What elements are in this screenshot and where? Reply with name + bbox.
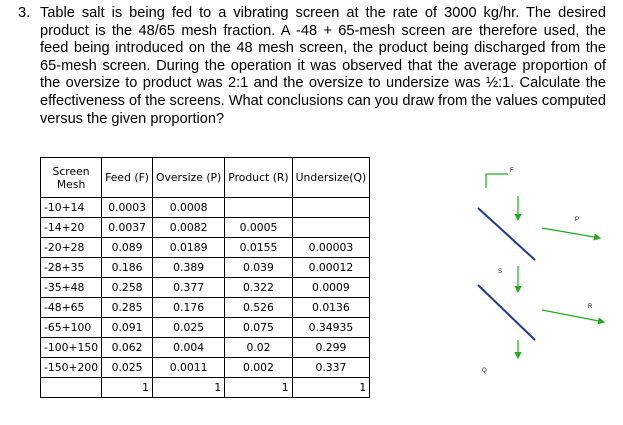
table-cell-mesh: -28+35 (39, 257, 103, 278)
table-cell-mesh: -65+100 (39, 317, 103, 338)
oversize-arrow (541, 227, 602, 241)
sieve-analysis-table: Screen Mesh Feed (F) Oversize (P) Produc… (39, 157, 371, 398)
table-cell-undersize: 0.337 (291, 357, 371, 378)
table-cell-feed: 0.0003 (101, 197, 153, 218)
table-cell-product: 0.526 (224, 297, 293, 318)
table-row: -150+200 0.025 0.0011 0.002 0.337 (39, 357, 371, 378)
table-cell-feed: 0.062 (101, 337, 153, 358)
table-cell-product: 0.0005 (224, 217, 293, 238)
table-cell-undersize: 0.00003 (291, 237, 371, 258)
table-header-row: Screen Mesh Feed (F) Oversize (P) Produc… (39, 157, 371, 198)
table-cell-mesh: -20+28 (39, 237, 103, 258)
header-mesh-line2: Mesh (56, 177, 86, 191)
table-cell-product: 0.075 (224, 317, 293, 338)
table-row: -100+150 0.062 0.004 0.02 0.299 (39, 337, 371, 358)
table-cell-undersize (291, 217, 371, 238)
problem-text: Table salt is being fed to a vibrating s… (40, 5, 606, 127)
label-undersize: Q (482, 368, 487, 374)
label-feed: F (510, 168, 514, 174)
table-cell-mesh: -150+200 (39, 357, 103, 378)
table-cell-product: 0.02 (224, 337, 293, 358)
lower-screen (477, 284, 536, 341)
table-cell-oversize: 0.389 (151, 257, 226, 278)
table-total-undersize: 1 (291, 377, 371, 398)
header-feed: Feed (F) (101, 157, 153, 198)
label-s: S (498, 269, 502, 275)
table-cell-product: 0.322 (224, 277, 293, 298)
table-total-oversize: 1 (151, 377, 226, 398)
problem-number: 3. (18, 5, 31, 21)
table-cell-mesh: -100+150 (39, 337, 103, 358)
header-undersize: Undersize(Q) (291, 157, 371, 198)
table-cell-feed: 0.025 (101, 357, 153, 378)
table-cell-oversize: 0.0189 (151, 237, 226, 258)
table-cell-oversize: 0.025 (151, 317, 226, 338)
table-cell-undersize: 0.299 (291, 337, 371, 358)
table-cell-product (224, 197, 293, 218)
table-total-product: 1 (224, 377, 293, 398)
table-cell-feed: 0.091 (101, 317, 153, 338)
header-oversize: Oversize (P) (151, 157, 226, 198)
table-total-mesh (39, 377, 103, 398)
table-row: -65+100 0.091 0.025 0.075 0.34935 (39, 317, 371, 338)
header-product: Product (R) (224, 157, 293, 198)
label-oversize: P (575, 217, 579, 223)
header-mesh-line1: Screen (52, 164, 90, 178)
table-cell-product: 0.039 (224, 257, 293, 278)
table-row: -14+20 0.0037 0.0082 0.0005 (39, 217, 371, 238)
table-row: -48+65 0.285 0.176 0.526 0.0136 (39, 297, 371, 318)
table-cell-feed: 0.089 (101, 237, 153, 258)
feed-arrow (485, 173, 508, 188)
table-row: -35+48 0.258 0.377 0.322 0.0009 (39, 277, 371, 298)
table-cell-product: 0.002 (224, 357, 293, 378)
table-cell-mesh: -48+65 (39, 297, 103, 318)
table-cell-feed: 0.258 (101, 277, 153, 298)
table-cell-oversize: 0.176 (151, 297, 226, 318)
table-cell-oversize: 0.0082 (151, 217, 226, 238)
header-screen-mesh: Screen Mesh (39, 157, 103, 198)
screen-diagram: F P S R Q (477, 168, 606, 374)
table-cell-feed: 0.186 (101, 257, 153, 278)
table-row: -28+35 0.186 0.389 0.039 0.00012 (39, 257, 371, 278)
table-row: -20+28 0.089 0.0189 0.0155 0.00003 (39, 237, 371, 258)
table-cell-oversize: 0.0011 (151, 357, 226, 378)
table-cell-mesh: -10+14 (39, 197, 103, 218)
table-cell-mesh: -35+48 (39, 277, 103, 298)
table-cell-mesh: -14+20 (39, 217, 103, 238)
table-cell-undersize: 0.0136 (291, 297, 371, 318)
table-cell-oversize: 0.377 (151, 277, 226, 298)
table-cell-undersize: 0.00012 (291, 257, 371, 278)
table-cell-undersize: 0.34935 (291, 317, 371, 338)
table-total-feed: 1 (101, 377, 153, 398)
table-cell-oversize: 0.004 (151, 337, 226, 358)
table-row: -10+14 0.0003 0.0008 (39, 197, 371, 218)
label-product: R (588, 304, 593, 310)
table-cell-feed: 0.0037 (101, 217, 153, 238)
table-cell-product: 0.0155 (224, 237, 293, 258)
table-cell-undersize: 0.0009 (291, 277, 371, 298)
upper-screen (477, 207, 536, 261)
table-body: -10+14 0.0003 0.0008 -14+20 0.0037 0.0082 0.00… (39, 197, 371, 398)
table-cell-feed: 0.285 (101, 297, 153, 318)
table-cell-oversize: 0.0008 (151, 197, 226, 218)
product-arrow (541, 309, 606, 325)
table-cell-undersize (291, 197, 371, 218)
